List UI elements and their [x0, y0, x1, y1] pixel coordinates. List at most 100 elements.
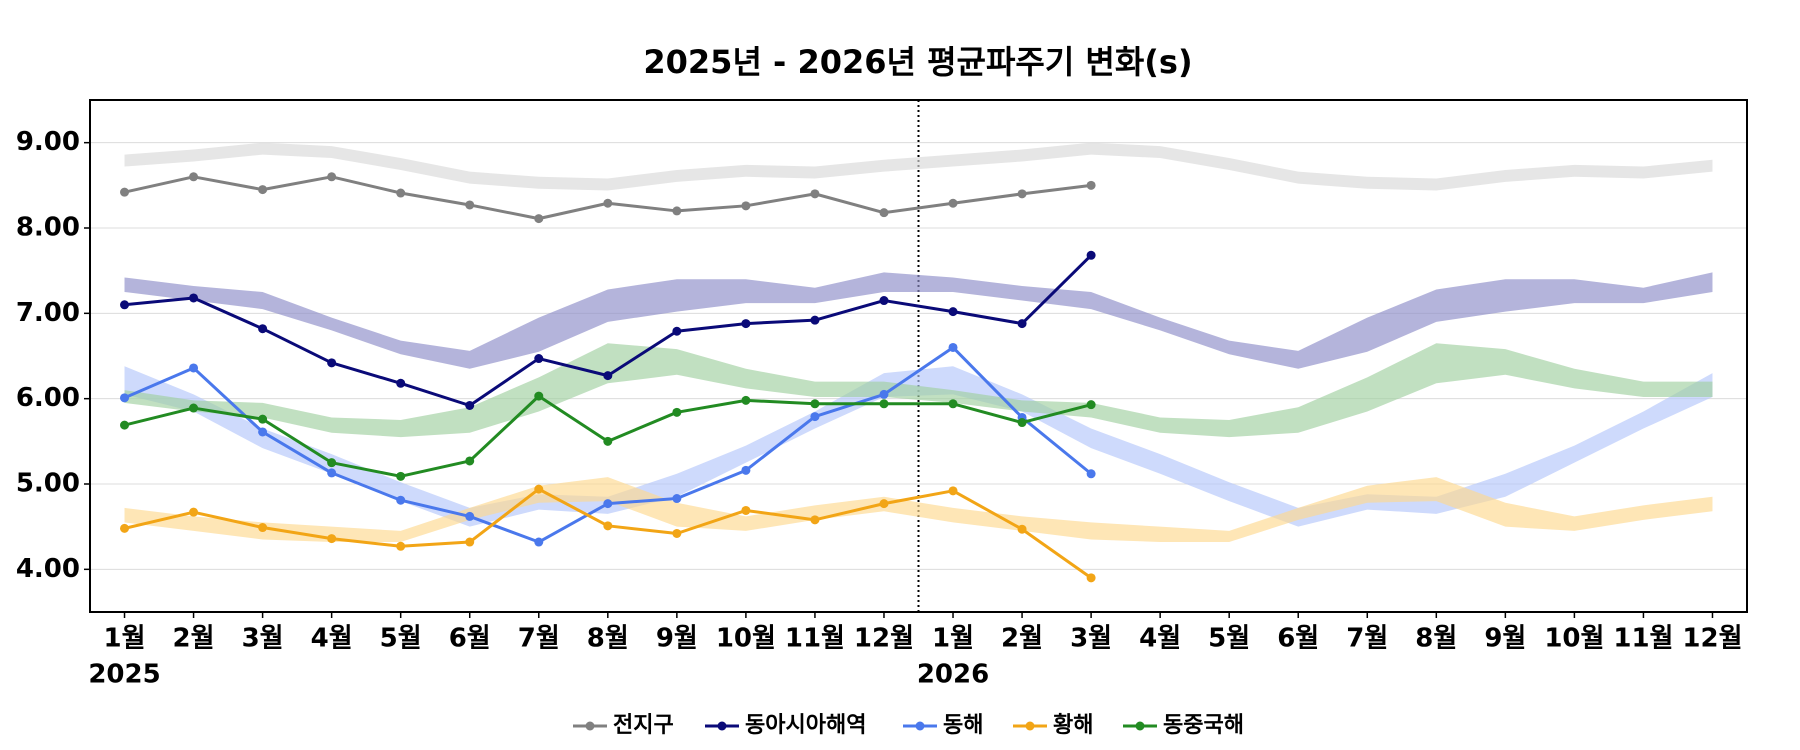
data-point	[672, 206, 682, 216]
data-point	[1017, 189, 1027, 199]
data-point	[1017, 524, 1027, 534]
plot-frame	[89, 99, 1748, 613]
legend-marker	[717, 721, 727, 731]
data-point	[948, 342, 958, 352]
data-point	[879, 499, 889, 509]
y-tick-label: 7.00	[16, 298, 80, 328]
y-tick-label: 9.00	[16, 127, 80, 157]
data-point	[120, 187, 130, 197]
data-point	[396, 471, 406, 481]
y-tick-label: 4.00	[16, 554, 80, 584]
chart-title: 2025년 - 2026년 평균파주기 변화(s)	[643, 43, 1192, 81]
data-point	[879, 399, 889, 409]
data-point	[465, 511, 475, 521]
data-point	[603, 521, 613, 531]
x-tick-label: 7월	[1346, 624, 1388, 654]
data-point	[465, 456, 475, 466]
y-tick-label: 8.00	[16, 213, 80, 243]
data-point	[465, 537, 475, 547]
data-point	[879, 208, 889, 218]
data-point	[879, 296, 889, 306]
data-point	[120, 523, 130, 533]
data-point	[327, 468, 337, 478]
data-point	[258, 324, 268, 334]
data-point	[1086, 250, 1096, 260]
data-point	[603, 371, 613, 381]
data-point	[810, 412, 820, 422]
x-tick-label: 4월	[311, 624, 353, 654]
x-tick-label: 2월	[1001, 624, 1043, 654]
legend-label: 동해	[943, 713, 983, 738]
data-point	[948, 307, 958, 317]
data-point	[327, 534, 337, 544]
x-tick-label: 1월	[104, 624, 146, 654]
data-point	[327, 458, 337, 468]
data-point	[672, 528, 682, 538]
data-point	[810, 515, 820, 525]
range-band	[124, 142, 1713, 191]
data-point	[120, 393, 130, 403]
data-point	[327, 172, 337, 182]
data-point	[741, 395, 751, 405]
data-point	[672, 326, 682, 336]
legend-marker	[585, 721, 595, 731]
year-label: 2026	[917, 660, 989, 690]
x-tick-label: 3월	[242, 624, 284, 654]
x-tick-label: 9월	[1484, 624, 1526, 654]
data-point	[603, 436, 613, 446]
data-point	[120, 300, 130, 310]
legend-label: 전지구	[613, 713, 674, 738]
range-band	[124, 272, 1713, 369]
x-tick-label: 8월	[1415, 624, 1457, 654]
legend-marker	[1025, 721, 1035, 731]
x-tick-label: 10월	[716, 624, 776, 654]
data-point	[534, 537, 544, 547]
data-point	[258, 523, 268, 533]
data-point	[396, 495, 406, 505]
data-point	[534, 484, 544, 494]
data-point	[741, 319, 751, 329]
x-tick-label: 6월	[449, 624, 491, 654]
y-tick-label: 5.00	[16, 469, 80, 499]
data-point	[534, 214, 544, 224]
data-point	[396, 541, 406, 551]
data-point	[810, 399, 820, 409]
x-tick-label: 5월	[380, 624, 422, 654]
data-point	[396, 188, 406, 198]
data-point	[258, 185, 268, 195]
data-point	[1017, 319, 1027, 329]
x-tick-label: 2월	[173, 624, 215, 654]
data-point	[810, 189, 820, 199]
data-point	[120, 420, 130, 430]
x-tick-label: 4월	[1139, 624, 1181, 654]
data-point	[534, 354, 544, 364]
data-point	[465, 400, 475, 410]
range-band	[124, 343, 1713, 438]
x-tick-label: 12월	[1682, 624, 1742, 654]
data-point	[948, 399, 958, 409]
year-label: 2025	[88, 660, 160, 690]
x-tick-label: 10월	[1544, 624, 1604, 654]
data-point	[879, 389, 889, 399]
x-tick-label: 8월	[587, 624, 629, 654]
data-point	[258, 414, 268, 424]
legend-label: 동아시아해역	[745, 713, 866, 738]
data-point	[1086, 180, 1096, 190]
data-point	[396, 378, 406, 388]
data-point	[534, 391, 544, 401]
data-point	[672, 494, 682, 504]
data-point	[948, 198, 958, 208]
data-point	[258, 427, 268, 437]
data-point	[327, 358, 337, 368]
data-point	[189, 172, 199, 182]
x-tick-label: 3월	[1070, 624, 1112, 654]
data-point	[189, 293, 199, 303]
data-point	[1086, 400, 1096, 410]
x-tick-label: 6월	[1277, 624, 1319, 654]
x-tick-label: 12월	[854, 624, 914, 654]
data-point	[1086, 469, 1096, 479]
x-tick-label: 5월	[1208, 624, 1250, 654]
x-tick-label: 11월	[785, 624, 845, 654]
data-point	[465, 200, 475, 210]
